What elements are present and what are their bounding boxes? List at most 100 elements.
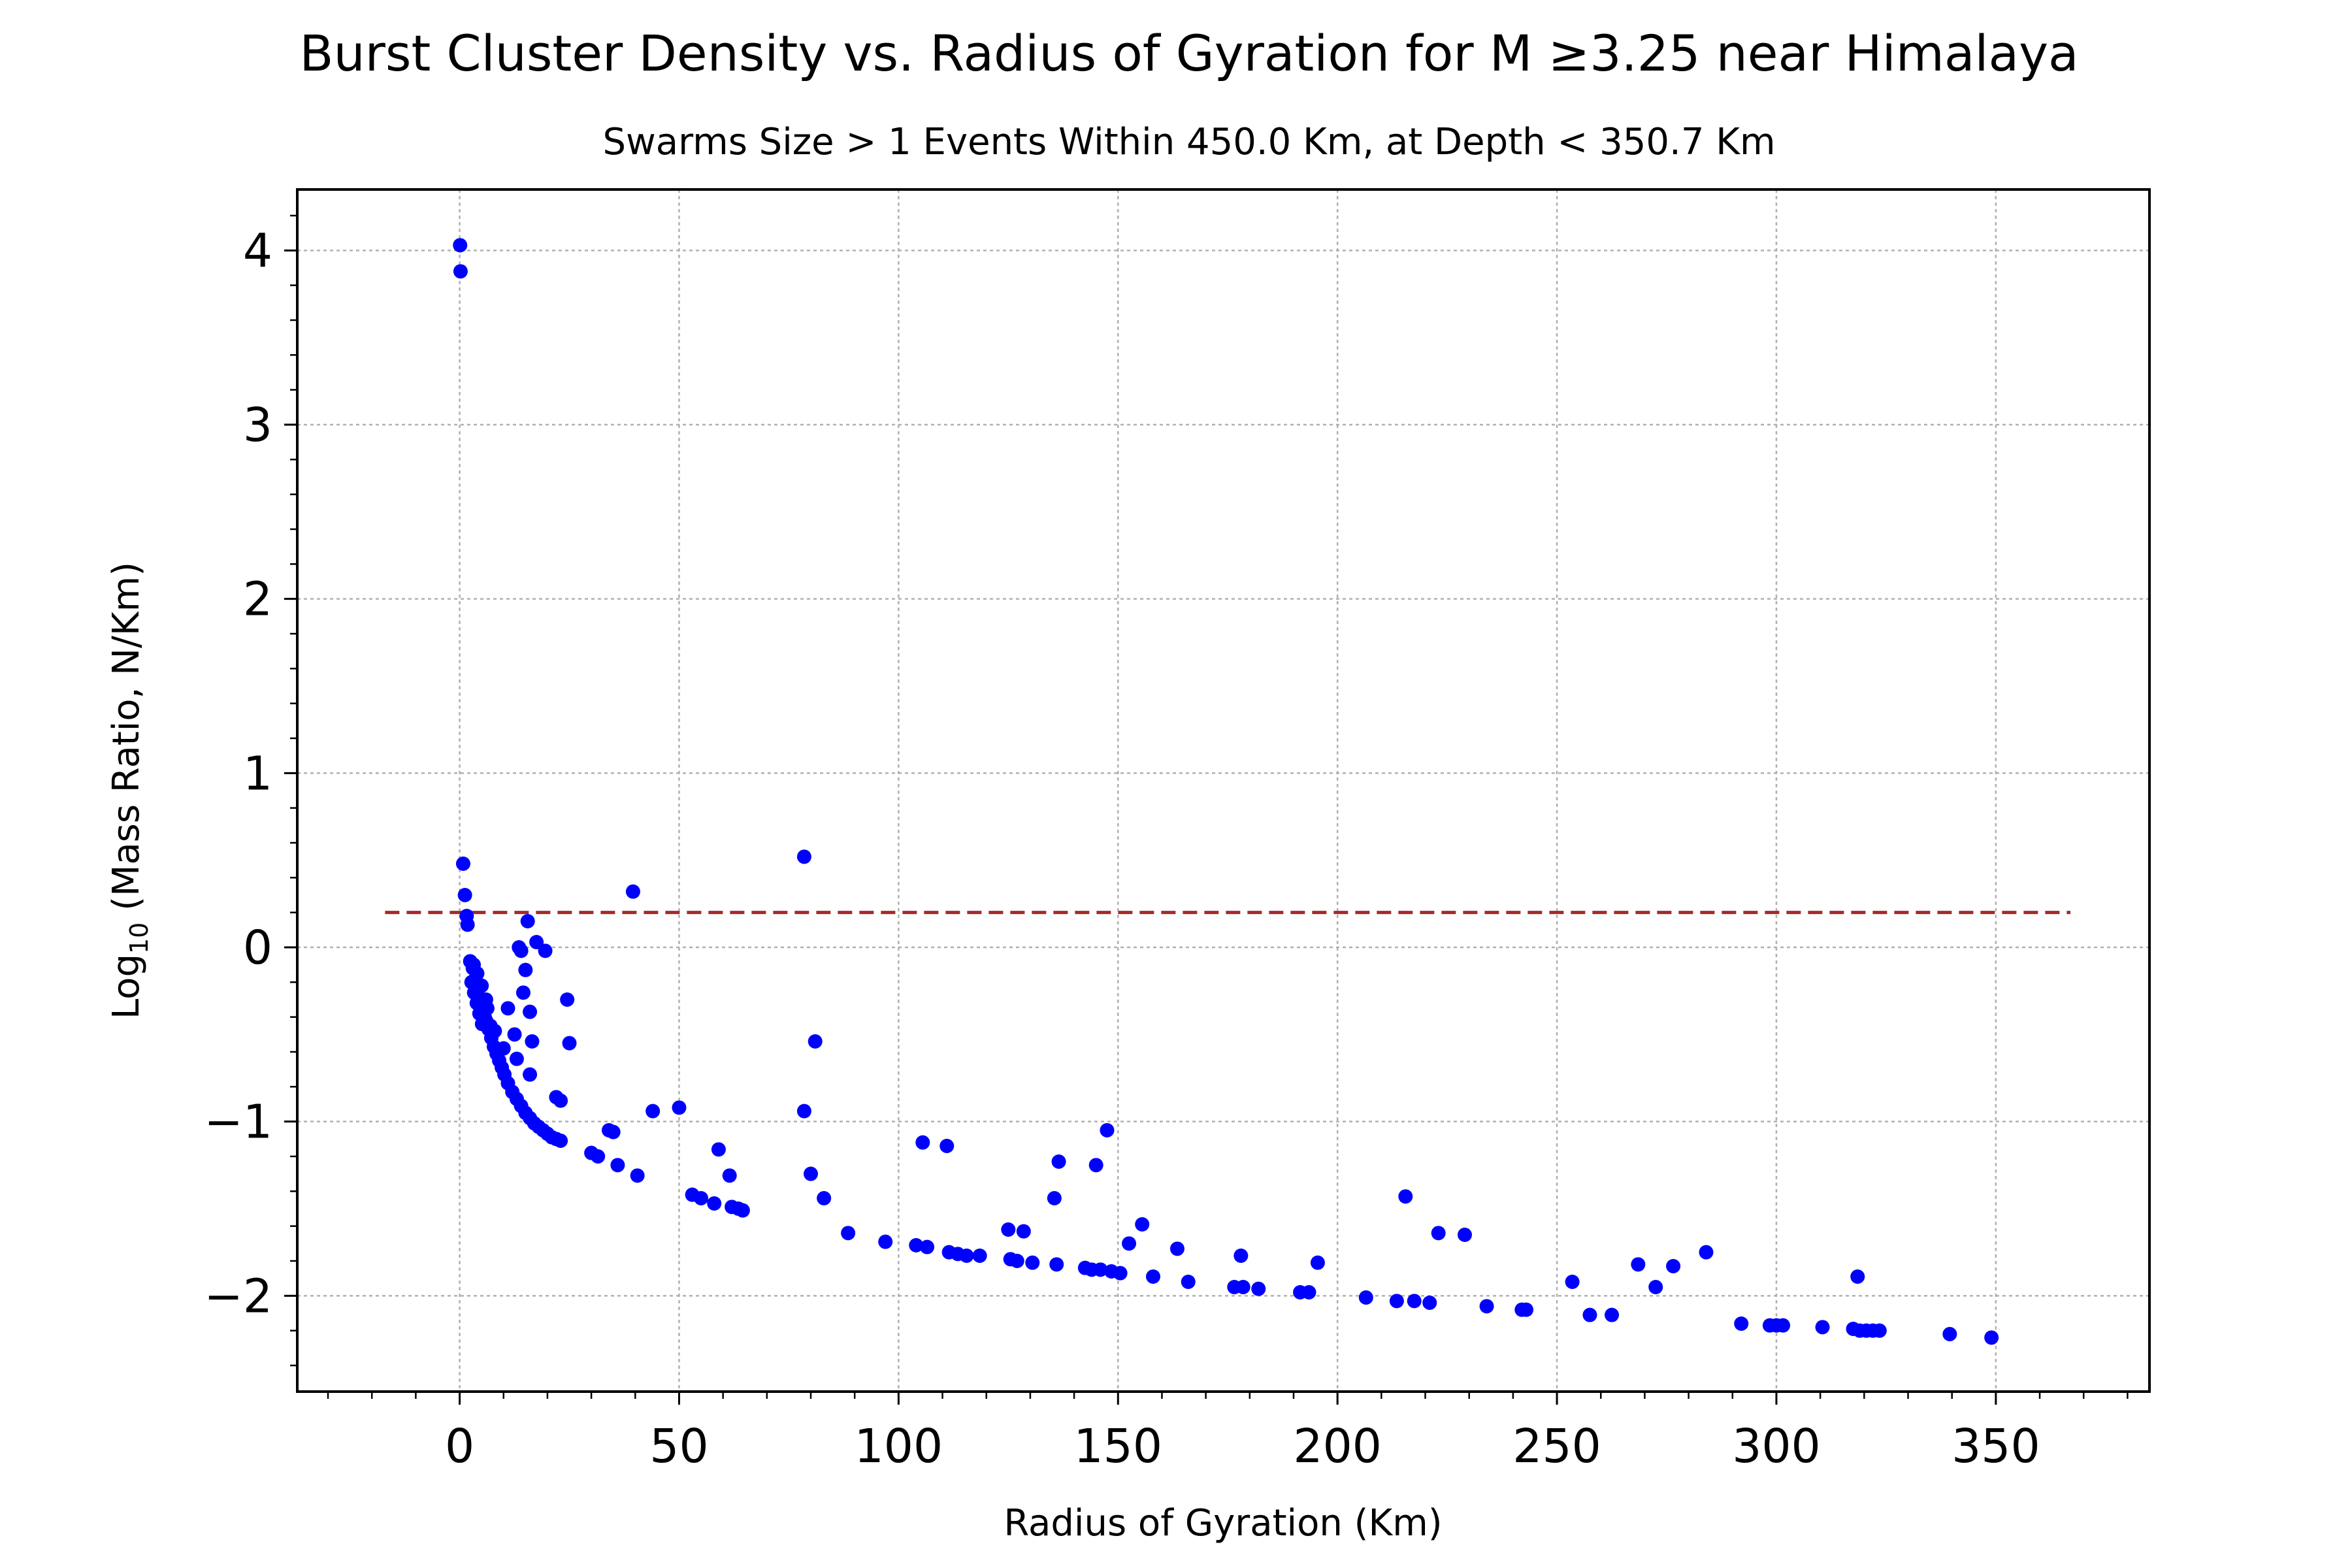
y-tick-labels: −2 −1 0 1 2 3 4	[204, 223, 272, 1323]
data-point	[1407, 1294, 1422, 1309]
data-point	[694, 1191, 709, 1205]
data-point	[529, 935, 544, 949]
data-point	[457, 888, 472, 902]
data-point	[591, 1149, 606, 1164]
grid	[297, 189, 2149, 1392]
data-point	[1422, 1296, 1437, 1310]
data-point	[610, 1158, 625, 1173]
x-tick-label: 50	[649, 1419, 708, 1473]
data-point	[920, 1239, 935, 1254]
data-point	[453, 238, 468, 253]
data-point	[915, 1135, 930, 1150]
y-tick-label: 1	[243, 746, 272, 800]
data-point	[496, 1041, 511, 1056]
y-tick-label: −2	[204, 1269, 272, 1323]
data-point	[1457, 1228, 1472, 1242]
x-tick-label: 150	[1074, 1419, 1163, 1473]
data-point	[523, 1067, 538, 1082]
data-point	[1235, 1280, 1250, 1294]
data-point	[1358, 1290, 1373, 1305]
data-point	[487, 1024, 502, 1038]
data-point	[515, 985, 531, 1000]
y-axis-label-prefix: Log	[105, 954, 148, 1019]
data-point	[460, 917, 475, 932]
data-point	[645, 1103, 661, 1119]
y-axis-label-subscript: 10	[125, 923, 154, 954]
data-point	[1431, 1226, 1446, 1241]
data-point	[1310, 1255, 1325, 1270]
y-tick-label: 0	[243, 921, 272, 975]
y-axis-label-suffix: (Mass Ratio, N/Km)	[105, 562, 148, 923]
data-point	[1942, 1327, 1957, 1341]
data-point	[474, 978, 489, 993]
data-point	[1734, 1316, 1749, 1331]
data-point	[453, 264, 468, 279]
data-point	[525, 1034, 540, 1049]
x-tick-label: 350	[1952, 1419, 2040, 1473]
data-point	[478, 992, 493, 1007]
data-point	[507, 1027, 522, 1042]
data-point	[1146, 1269, 1161, 1284]
y-tick-label: −1	[204, 1095, 272, 1149]
y-tick-label: 3	[243, 398, 272, 452]
data-point	[1984, 1330, 1999, 1345]
data-point	[1699, 1245, 1714, 1260]
data-point	[1181, 1275, 1196, 1289]
data-point	[518, 962, 533, 977]
axis-ticks	[284, 214, 2129, 1405]
y-tick-label: 2	[243, 572, 272, 627]
data-point	[625, 884, 640, 899]
data-point	[1631, 1257, 1646, 1272]
data-point	[841, 1226, 856, 1241]
data-point	[722, 1168, 737, 1183]
data-point	[1815, 1320, 1830, 1335]
data-point	[1088, 1158, 1103, 1173]
data-point	[909, 1238, 924, 1252]
data-point	[1047, 1191, 1062, 1205]
data-point	[711, 1142, 726, 1157]
data-point	[972, 1249, 987, 1263]
data-point	[959, 1249, 974, 1263]
data-point	[553, 1093, 568, 1108]
data-point	[1872, 1323, 1887, 1338]
data-point	[455, 857, 470, 871]
data-point	[1648, 1280, 1663, 1294]
x-tick-label: 250	[1512, 1419, 1601, 1473]
data-point	[1776, 1318, 1791, 1333]
x-tick-label: 100	[855, 1419, 943, 1473]
data-point	[1233, 1249, 1249, 1263]
data-point	[500, 1001, 515, 1016]
y-tick-label: 4	[243, 223, 272, 278]
data-point	[1009, 1254, 1024, 1268]
data-point	[560, 992, 575, 1007]
data-point	[808, 1034, 823, 1049]
x-tick-label: 0	[445, 1419, 474, 1473]
data-point	[817, 1191, 832, 1205]
chart-subtitle: Swarms Size > 1 Events Within 450.0 Km, …	[602, 121, 1775, 163]
plot-frame	[296, 188, 2151, 1393]
data-point	[1122, 1236, 1137, 1251]
data-point	[796, 849, 811, 864]
data-point	[735, 1203, 750, 1218]
data-point	[1049, 1257, 1064, 1272]
data-point	[1025, 1255, 1040, 1270]
data-point	[1051, 1154, 1066, 1169]
data-point	[538, 943, 553, 958]
data-point	[1001, 1222, 1016, 1237]
data-point	[562, 1036, 577, 1051]
data-point	[523, 1004, 538, 1019]
data-point	[514, 943, 529, 958]
data-point	[630, 1168, 645, 1183]
data-point	[553, 1134, 568, 1148]
y-axis-label: Log10 (Mass Ratio, N/Km)	[105, 562, 154, 1019]
data-point	[470, 966, 485, 981]
x-tick-labels: 0 50 100 150 200 250 300 350	[445, 1419, 2040, 1473]
data-point	[1565, 1275, 1580, 1289]
data-point	[1605, 1307, 1620, 1322]
data-point	[606, 1124, 621, 1139]
data-point	[1666, 1259, 1681, 1273]
data-point	[1850, 1269, 1865, 1284]
data-point	[1398, 1189, 1413, 1204]
data-point	[520, 914, 535, 928]
data-point	[1582, 1307, 1597, 1322]
